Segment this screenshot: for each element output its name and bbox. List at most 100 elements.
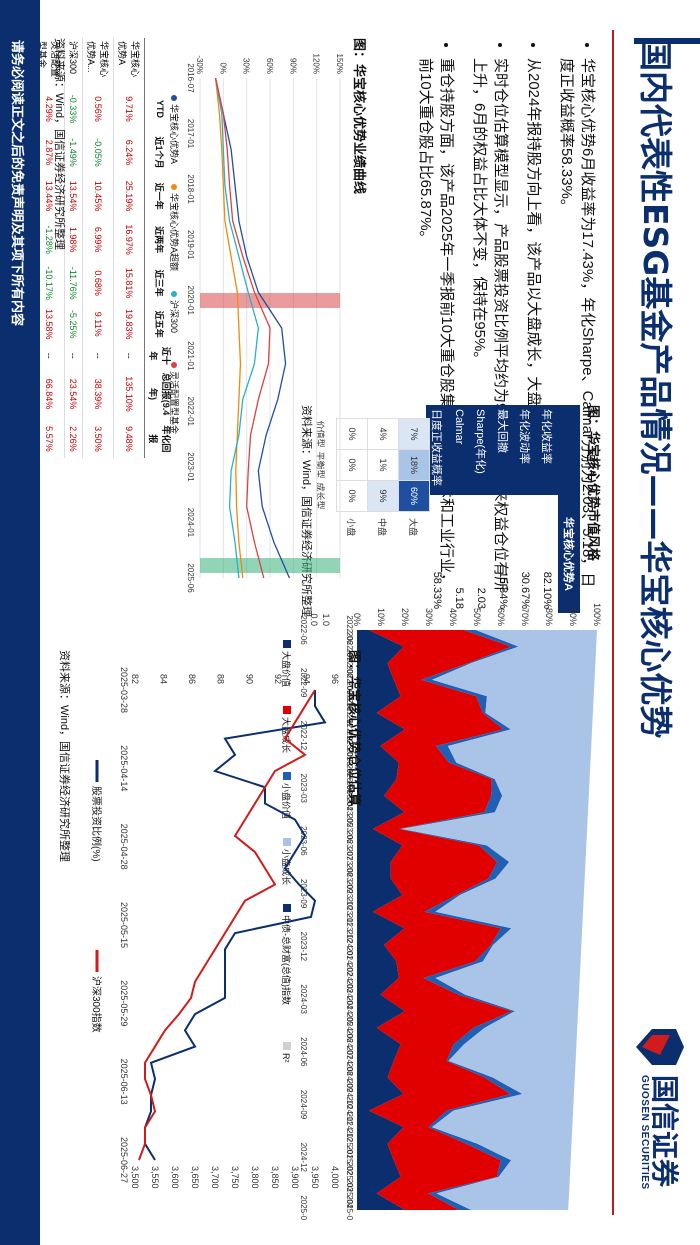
perf-xtick: 2021-01	[186, 341, 195, 371]
area-xtick: 2023-06	[345, 814, 354, 844]
area-xtick: 2023-11	[345, 897, 354, 926]
perf-cell: -0.05%	[82, 130, 114, 175]
style-grid-cell: 9%	[367, 480, 399, 512]
perf-legend-label: 华宝核心优势A	[170, 104, 180, 164]
area-xtick: 2022-11	[345, 698, 354, 727]
perf-cell: 0.56%	[82, 87, 114, 131]
metric-label: Sharpe(年化)	[470, 405, 492, 495]
perf-legend-label: 沪深300	[170, 300, 180, 333]
area-xtick: 2025-05	[345, 1195, 354, 1220]
area-xtick: 2023-10	[345, 880, 354, 910]
perf-ytick: -30%	[195, 55, 204, 74]
style-grid-cell: 7%	[398, 418, 430, 450]
r2-xtick: 2024-03	[299, 984, 308, 1014]
area-legend-swatch	[283, 838, 291, 846]
area-ytick: 30%	[424, 608, 434, 626]
area-xtick: 2022-10	[345, 682, 354, 712]
area-xtick: 2024-11	[345, 1096, 354, 1125]
area-ytick: 70%	[520, 608, 530, 626]
perf-cell: 10.45%	[82, 174, 114, 218]
perf-table-header	[144, 38, 175, 88]
area-band-3	[401, 630, 597, 1210]
r2-xtick: 2023-12	[299, 932, 308, 962]
perf-ytick: 30%	[242, 58, 251, 74]
area-xtick: 2024-01	[345, 930, 354, 960]
area-legend-label: 小盘价值	[281, 783, 292, 819]
perf-legend-dot	[171, 95, 177, 101]
perf-cell: -11.76%	[64, 261, 83, 305]
style-grid-row-label: 大盘	[408, 517, 419, 536]
area-xtick: 2024-09	[345, 1063, 354, 1093]
area-xtick: 2024-06	[345, 1013, 354, 1043]
metric-value: 82.10%	[541, 571, 553, 609]
area-xtick: 2024-07	[345, 1030, 354, 1060]
perf-legend-label: 华宝核心优势A超额	[170, 193, 180, 271]
pos-xtick: 2025-03-28	[119, 667, 129, 713]
perf-highlight-green	[200, 558, 340, 573]
area-band-1	[369, 630, 512, 1210]
perf-series-line	[214, 77, 244, 579]
perf-xtick: 2018-01	[186, 174, 195, 204]
page-title: 国内代表性ESG基金产品情况——华宝核心优势	[636, 38, 675, 739]
perf-table-row: 华宝核心优势A... 0.56% -0.05% 10.45% 6.99% 0.68% 9.1…	[82, 38, 114, 458]
perf-table-header: YTD	[144, 87, 175, 131]
perf-row-name: 华宝核心优势A...	[82, 38, 114, 88]
area-xtick: 2025-02	[345, 1146, 354, 1176]
style-metrics-table: 华宝核心优势A 年化收益率 82.10% 年化波动率 30.67% 最大回撤 -15.84…	[426, 405, 580, 613]
metric-label: Calmar	[448, 405, 470, 495]
r2-xtick: 2023-09	[299, 879, 308, 909]
r2-xtick: 2022-09	[299, 668, 308, 698]
perf-table-row: 华宝核心优势A 9.71% 6.24% 25.19% 16.97% 15.81% 19.83…	[113, 38, 145, 458]
pos-yright-tick: 3,650	[190, 1166, 200, 1189]
area-legend-swatch	[283, 772, 291, 780]
logo-cn: 国信证券	[648, 1075, 681, 1188]
area-legend-swatch	[283, 640, 291, 648]
perf-table-header: 近一年	[144, 174, 175, 218]
perf-xtick: 2022-01	[186, 397, 195, 427]
area-ytick: 40%	[448, 608, 458, 626]
r2-xtick: 2023-06	[299, 826, 308, 856]
perf-figure-title: 图：华宝核心优势业绩曲线	[352, 38, 367, 195]
area-chart: 100% 90% 80% 70% 60% 50% 40% 30% 20% 10% 0% 2022-06…	[275, 600, 605, 1225]
style-grid-cell: 60%	[398, 480, 430, 512]
perf-xtick: 2020-01	[186, 286, 195, 316]
area-xtick: 2023-08	[345, 847, 354, 877]
perf-cell: 23.54%	[64, 368, 83, 420]
area-xtick: 2023-03	[345, 764, 354, 794]
style-grid-cell: 18%	[398, 449, 430, 481]
perf-row-name: 华宝核心优势A	[113, 38, 145, 88]
perf-cell: 2.26%	[64, 419, 83, 458]
perf-highlight-red	[200, 293, 340, 308]
perf-cell: 38.39%	[82, 368, 114, 420]
area-xtick: 2024-05	[345, 996, 354, 1026]
area-xtick: 2023-05	[345, 798, 354, 828]
perf-xtick: 2019-01	[186, 230, 195, 260]
pos-xtick: 2025-04-14	[119, 745, 129, 791]
perf-cell: 6.24%	[113, 130, 145, 175]
area-xtick: 2024-03	[345, 963, 354, 993]
perf-cell: --	[82, 343, 114, 369]
pos-yright-tick: 3,750	[230, 1166, 240, 1189]
perf-table-header: 近三年	[144, 261, 175, 305]
area-xtick: 2022-06	[345, 615, 354, 645]
pos-yleft-tick: 82	[130, 674, 140, 684]
style-grid-row-label: 中盘	[377, 517, 388, 536]
area-band-0	[357, 630, 405, 1210]
perf-chart: 150% 120% 90% 60% 30% 0% -30% 2016-07 2017-01 201…	[169, 38, 350, 598]
r2-xtick: 2024-06	[299, 1037, 308, 1067]
r2-xtick: 2024-12	[299, 1143, 308, 1173]
pos-xtick: 2025-06-27	[119, 1137, 129, 1183]
perf-series-line	[214, 77, 259, 579]
perf-cell: 6.99%	[82, 217, 114, 262]
pos-yright-tick: 3,800	[250, 1166, 260, 1189]
area-xtick: 2022-12	[345, 715, 354, 745]
r2-tick: 1.0	[321, 613, 331, 626]
metric-row: Sharpe(年化) 2.03	[470, 405, 492, 613]
position-chart: 96 94 92 90 88 86 84 82 4,000 3,950 3,900 3,850 3,80…	[75, 650, 345, 1220]
style-grid-cell: 1%	[367, 449, 399, 481]
metric-row: 最大回撤 -15.84%	[492, 405, 514, 613]
fund-name: 华宝核心优势A	[558, 495, 580, 613]
area-legend-label: R²	[281, 1053, 291, 1063]
perf-cell: 9.11%	[82, 304, 114, 344]
area-xtick: 2023-02	[345, 748, 354, 778]
